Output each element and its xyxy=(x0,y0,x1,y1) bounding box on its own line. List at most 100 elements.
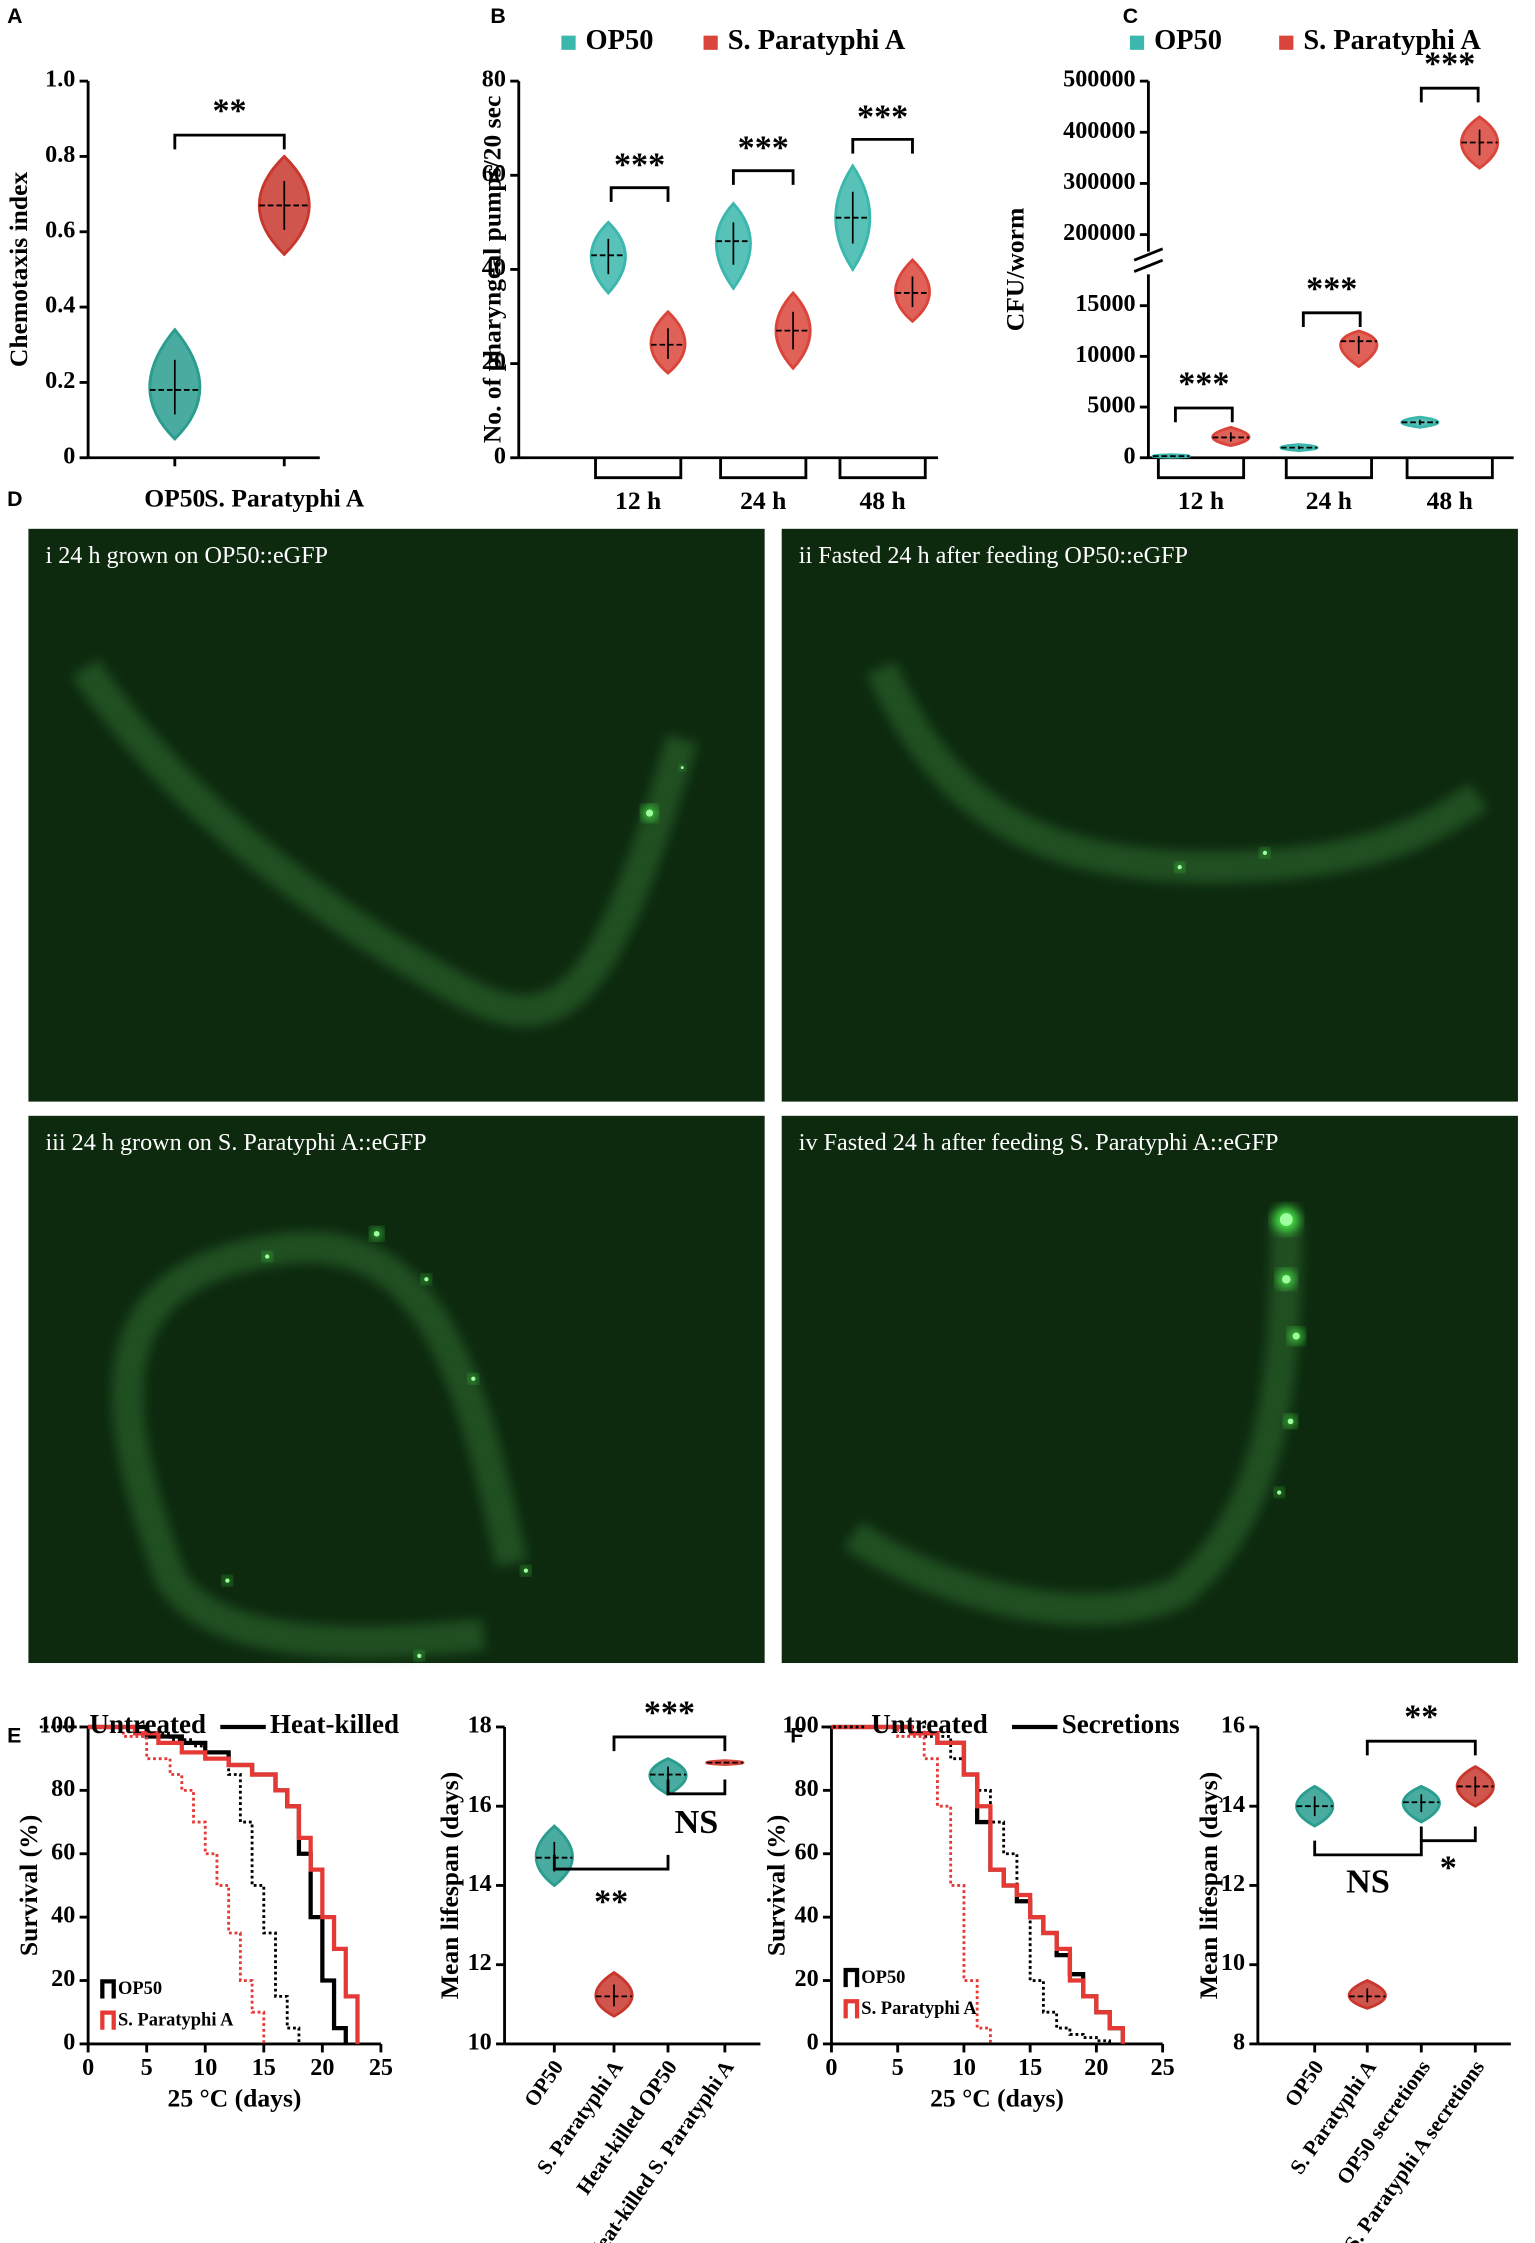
x-tick-label: 12 h xyxy=(615,486,661,515)
micrograph-label: iv Fasted 24 h after feeding S. Paratyph… xyxy=(799,1129,1279,1156)
x-tick-label: 10 xyxy=(193,2054,217,2081)
x-tick-label: 12 h xyxy=(1178,486,1224,515)
group-bracket xyxy=(594,457,683,480)
y-tick-label: 80 xyxy=(795,1775,819,1802)
y-tick-label: 0.8 xyxy=(45,141,75,168)
group-bracket xyxy=(719,457,808,480)
group-bracket xyxy=(1284,457,1373,480)
axis-break xyxy=(1133,247,1164,262)
x-tick-label: 24 h xyxy=(1306,486,1352,515)
micrograph xyxy=(28,528,765,1102)
gfp-spot xyxy=(265,1254,270,1259)
legend-label: OP50 xyxy=(1154,25,1222,56)
legend-marker xyxy=(703,35,718,50)
significance-bracket xyxy=(666,1779,727,1796)
y-tick-label: 0 xyxy=(63,442,75,469)
survival-curve xyxy=(88,1724,360,2044)
panel-label: E xyxy=(7,1724,21,1748)
y-tick-label: 60 xyxy=(795,1838,819,1865)
y-tick-label: 400000 xyxy=(1063,117,1135,144)
legend-label: Heat-killed xyxy=(270,1709,399,1739)
gfp-spot xyxy=(645,809,654,817)
y-tick-label: 60 xyxy=(51,1838,75,1865)
y-tick-label: 0 xyxy=(494,442,506,469)
micrograph-label: iii 24 h grown on S. Paratyphi A::eGFP xyxy=(45,1129,426,1156)
x-tick-label: OP50 xyxy=(1280,2056,1329,2111)
y-tick-label: 40 xyxy=(795,1902,819,1929)
panel-label: B xyxy=(490,4,505,28)
gfp-spot xyxy=(417,1653,422,1659)
group-bracket xyxy=(838,457,927,480)
micrograph xyxy=(781,1115,1518,1664)
panel-label: D xyxy=(7,487,22,511)
y-axis-label: Survival (%) xyxy=(14,1815,43,1956)
y-tick-label: 12 xyxy=(468,1949,492,1976)
legend-label: S. Paratyphi A xyxy=(1303,25,1481,56)
significance-label: ** xyxy=(594,1883,628,1920)
group-bracket xyxy=(1156,457,1246,480)
y-tick-label: 10000 xyxy=(1075,341,1135,368)
significance-bracket xyxy=(612,1735,727,1752)
x-tick-label: Heat-killed OP50 xyxy=(572,2056,682,2199)
worm-glow xyxy=(72,659,698,1027)
x-tick-label: 5 xyxy=(141,2054,153,2081)
y-tick-label: 100 xyxy=(782,1712,818,1739)
x-tick-label: 10 xyxy=(952,2054,976,2081)
x-tick-label: 48 h xyxy=(1427,486,1473,515)
y-tick-label: 0.2 xyxy=(45,367,75,394)
y-tick-label: 0.6 xyxy=(45,216,75,243)
worm-glow xyxy=(112,1231,527,1658)
gfp-spot xyxy=(1262,850,1268,856)
significance-label: NS xyxy=(675,1804,719,1841)
significance-bracket xyxy=(609,186,670,202)
y-tick-label: 14 xyxy=(468,1870,492,1897)
survival-curve xyxy=(88,1725,266,2044)
significance-label: * xyxy=(1440,1849,1457,1886)
legend-label: Untreated xyxy=(90,1709,206,1739)
significance-bracket xyxy=(173,133,286,150)
x-tick-label: OP50 xyxy=(144,483,205,512)
y-tick-label: 14 xyxy=(1221,1791,1245,1818)
y-tick-label: 20 xyxy=(795,1965,819,1992)
significance-bracket xyxy=(851,137,914,154)
x-axis-label: 25 °C (days) xyxy=(930,2084,1064,2113)
significance-label: ** xyxy=(1404,1699,1438,1736)
y-tick-label: 16 xyxy=(1221,1712,1245,1739)
significance-label: *** xyxy=(614,147,665,184)
x-tick-label: 20 xyxy=(1084,2054,1108,2081)
y-axis-label: CFU/worm xyxy=(1001,208,1030,332)
legend-label: S. Paratyphi A xyxy=(118,2009,234,2029)
y-tick-label: 20 xyxy=(482,348,506,375)
gfp-spot xyxy=(1279,1213,1293,1226)
gfp-spot xyxy=(471,1376,476,1381)
x-tick-label: 48 h xyxy=(860,486,906,515)
significance-label: *** xyxy=(857,98,908,135)
y-tick-label: 200000 xyxy=(1063,219,1135,246)
significance-label: ** xyxy=(212,93,246,130)
x-tick-label: 25 xyxy=(369,2054,393,2081)
y-tick-label: 0 xyxy=(1124,442,1136,469)
significance-label: *** xyxy=(1424,46,1475,83)
survival-curve xyxy=(831,1724,1126,2044)
significance-label: *** xyxy=(738,130,789,167)
y-axis-label: Mean lifespan (days) xyxy=(1194,1772,1223,1999)
legend-label: Untreated xyxy=(871,1709,987,1739)
panel-label: C xyxy=(1123,4,1138,28)
y-tick-label: 0.4 xyxy=(45,292,75,319)
worm-glow xyxy=(866,661,1488,883)
panel-label: A xyxy=(7,4,22,28)
x-tick-label: S. Paratyphi A xyxy=(204,483,364,512)
significance-bracket xyxy=(1365,1739,1477,1756)
axis-break xyxy=(1133,258,1164,273)
legend-label: OP50 xyxy=(118,1978,162,1998)
gfp-spot xyxy=(225,1578,230,1583)
y-tick-label: 0 xyxy=(807,2028,819,2055)
significance-label: NS xyxy=(1346,1864,1390,1901)
y-axis-label: No. of pharyngeal pumps/20 sec xyxy=(477,96,506,443)
worm-glow xyxy=(844,1215,1302,1625)
y-tick-label: 100 xyxy=(39,1712,75,1739)
micrograph-label: ii Fasted 24 h after feeding OP50::eGFP xyxy=(799,542,1188,569)
significance-bracket xyxy=(1419,1826,1477,1843)
y-tick-label: 60 xyxy=(482,160,506,187)
